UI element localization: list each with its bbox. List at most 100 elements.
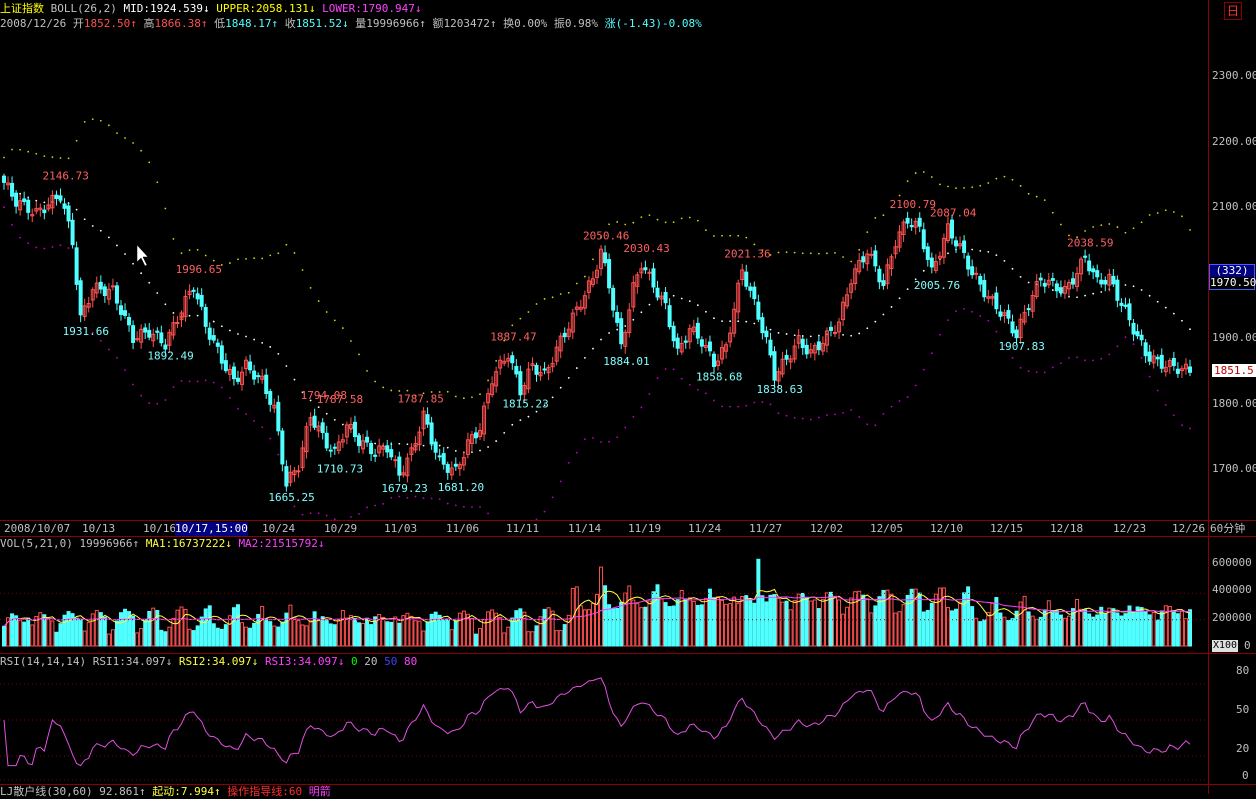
boll-upper-line-dot: [1100, 224, 1103, 227]
candle-body: [699, 339, 704, 347]
boll-upper-line-dot: [19, 148, 22, 151]
boll-lower-line-dot: [745, 404, 748, 407]
extreme-label: 1710.73: [317, 463, 363, 476]
volume-bar: [155, 610, 160, 647]
candle-body: [562, 332, 567, 338]
volume-bar: [425, 621, 430, 647]
candle-body: [651, 268, 656, 288]
boll-lower-line-dot: [107, 348, 110, 351]
volume-label: 量: [355, 17, 367, 30]
date-label: 11/19: [628, 522, 662, 535]
boll-lower-line-dot: [454, 504, 457, 507]
boll-upper-line-dot: [446, 390, 449, 393]
volume-bar: [373, 616, 378, 647]
volume-bar: [86, 621, 91, 647]
price-axis-2100: 2100.00: [1212, 200, 1256, 213]
volume-bar: [453, 620, 458, 647]
volume-bar: [909, 588, 914, 647]
boll-mid-line-dot: [987, 251, 990, 253]
volume-bar: [401, 615, 406, 647]
volume-bar: [498, 616, 503, 647]
period-button[interactable]: 日: [1224, 2, 1242, 20]
volume-bar: [619, 601, 624, 647]
volume-bar: [344, 617, 349, 647]
boll-lower-line-dot: [3, 206, 5, 209]
boll-mid-line-dot: [914, 278, 917, 281]
boll-mid-line-dot: [83, 218, 86, 221]
volume-bar: [1107, 607, 1112, 647]
volume-bar: [578, 605, 583, 647]
volume-bar: [655, 584, 660, 647]
rsi-chart[interactable]: [0, 670, 1208, 782]
boll-lower-line-dot: [462, 505, 465, 508]
boll-upper-line-dot: [753, 243, 756, 246]
boll-upper-line-dot: [148, 161, 151, 164]
boll-upper-line-dot: [1140, 221, 1143, 224]
extreme-label: 2021.36: [724, 247, 770, 260]
candle-body: [1002, 312, 1007, 317]
candle-body: [833, 331, 838, 334]
boll-mid-line-dot: [374, 442, 377, 445]
boll-lower-line-dot: [220, 386, 223, 389]
boll-mid-line-dot: [559, 386, 562, 389]
boll-mid-line-dot: [148, 281, 151, 284]
boll-lower-line-dot: [955, 310, 957, 313]
candle-body: [732, 308, 737, 334]
boll-mid-line-dot: [479, 449, 481, 452]
volume-bar: [558, 630, 563, 647]
boll-mid-line-dot: [188, 314, 191, 317]
candle-body: [966, 255, 971, 270]
candle-body: [849, 283, 854, 293]
volume-chart[interactable]: [0, 552, 1208, 652]
boll-mid-line-dot: [164, 303, 167, 306]
close-value: 1851.52↓: [295, 17, 349, 30]
volume-bar: [1046, 600, 1051, 647]
candle-body: [1006, 310, 1011, 319]
boll-upper-line-dot: [172, 238, 175, 240]
candle-body: [917, 217, 922, 227]
boll-mid-line-dot: [237, 333, 239, 335]
extreme-label: 1858.68: [696, 371, 742, 384]
volume-bar: [554, 630, 559, 647]
extreme-label: 1681.20: [438, 481, 484, 494]
candle-body: [22, 198, 27, 202]
candle-body: [1050, 278, 1055, 281]
boll-lower-line-dot: [971, 310, 974, 313]
extreme-label: 2005.76: [914, 279, 960, 292]
boll-mid-line-dot: [600, 338, 602, 341]
boll-mid-line-dot: [1084, 294, 1087, 297]
boll-upper-line-dot: [947, 185, 949, 188]
price-chart[interactable]: 2146.731931.661996.651892.491794.081787.…: [0, 0, 1208, 520]
boll-lower-line-dot: [43, 247, 46, 250]
boll-lower-line-dot: [35, 246, 38, 249]
boll-upper-line-dot: [261, 257, 264, 260]
rsi-line: [3, 677, 1191, 767]
candle-body: [425, 414, 430, 425]
boll-lower-line-dot: [1003, 344, 1006, 347]
candle-body: [857, 259, 862, 273]
boll-lower-line-dot: [11, 223, 13, 226]
candle-body: [1083, 255, 1088, 258]
sanhu-label: LJ散户线(30,60): [0, 785, 93, 798]
boll-mid-line-dot: [471, 451, 473, 454]
boll-lower-line-dot: [858, 416, 861, 418]
candle-body: [42, 209, 47, 214]
volume-bar: [316, 618, 321, 647]
candle-body: [167, 331, 172, 346]
candle-body: [889, 256, 894, 269]
candle-body: [264, 374, 269, 395]
candle-body: [820, 342, 825, 352]
boll-upper-line-dot: [107, 124, 110, 127]
volume-bar: [586, 609, 591, 647]
volume-bar: [841, 613, 846, 647]
candle-body: [707, 341, 712, 352]
boll-upper-line-dot: [511, 324, 514, 327]
price-axis-1800: 1800.00: [1212, 397, 1256, 410]
candle-body: [26, 199, 31, 213]
boll-lower-line-dot: [600, 441, 602, 443]
low-value: 1848.17↑: [225, 17, 279, 30]
boll-mid-line-dot: [543, 404, 546, 407]
candle-body: [482, 405, 487, 435]
rsi-level-50: 50: [384, 655, 398, 668]
volume-bar: [1071, 608, 1076, 647]
